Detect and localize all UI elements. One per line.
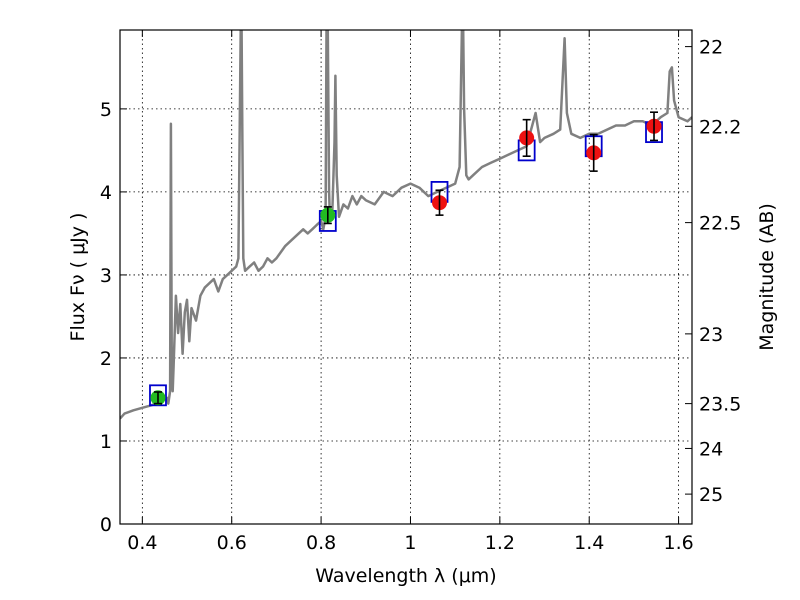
x-tick-label: 0.4 [127, 532, 157, 554]
y2-tick-label: 25 [699, 484, 723, 506]
y-tick-label: 1 [100, 431, 112, 453]
axis-ticks [120, 30, 692, 525]
plot-frame [119, 29, 693, 525]
y-axis-label: Flux Fν ( μJy ) [67, 213, 89, 342]
y-tick-label: 2 [100, 348, 112, 370]
x-axis-label: Wavelength λ (μm) [315, 565, 496, 587]
spectrum-line [120, 30, 692, 420]
y2-tick-label: 22 [699, 37, 723, 59]
y-tick-label: 4 [100, 182, 112, 204]
photometry-points [150, 111, 662, 406]
y2-axis-label: Magnitude (AB) [756, 203, 778, 351]
x-tick-label: 0.6 [217, 532, 247, 554]
x-tick-label: 1.4 [574, 532, 604, 554]
y-tick-label: 5 [100, 99, 112, 121]
x-tick-label: 1.6 [663, 532, 693, 554]
x-tick-label: 0.8 [306, 532, 336, 554]
y2-tick-label: 22.2 [699, 116, 741, 138]
axis-tick-labels: 0.4 0.6 0.8 1 1.2 1.4 1.60123452222.222.52323.… [100, 37, 741, 554]
x-tick-label: 1 [404, 532, 416, 554]
y2-tick-label: 23.5 [699, 394, 741, 416]
y2-tick-label: 22.5 [699, 213, 741, 235]
y2-tick-label: 24 [699, 438, 723, 460]
y-tick-label: 0 [100, 514, 112, 536]
model-box [149, 384, 167, 407]
plot-background [120, 30, 692, 524]
x-tick-label: 1.2 [485, 532, 515, 554]
y2-tick-label: 23 [699, 324, 723, 346]
y-tick-label: 3 [100, 265, 112, 287]
